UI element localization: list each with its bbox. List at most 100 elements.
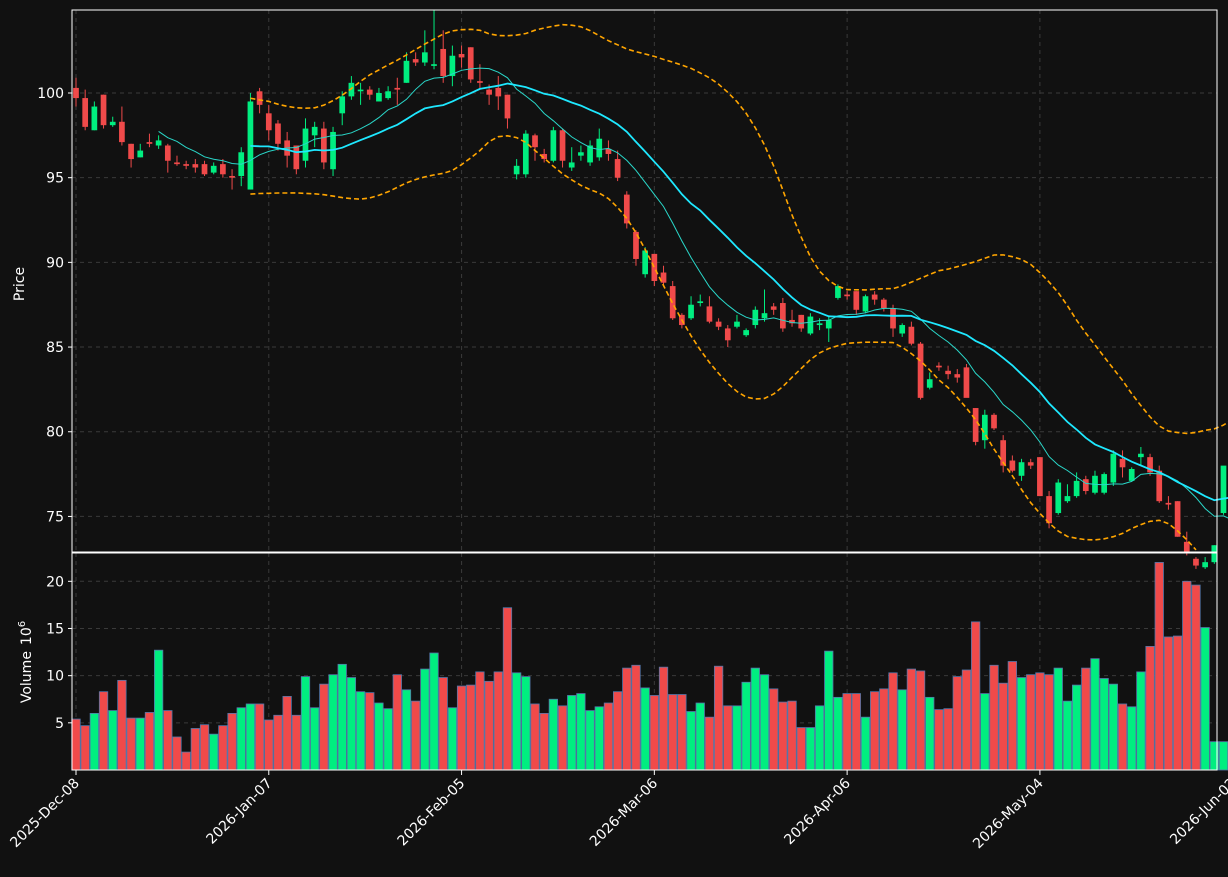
volume-label-base: 10	[19, 627, 35, 645]
candle-body	[220, 164, 226, 175]
candle-body	[1220, 465, 1227, 514]
volume-bar	[787, 700, 797, 771]
volume-axis-label: Volume 106	[17, 621, 35, 703]
volume-bar	[723, 705, 733, 771]
candle-body	[1018, 462, 1025, 476]
volume-bar	[1044, 674, 1054, 771]
volume-bar	[814, 705, 825, 771]
volume-bar	[631, 664, 641, 771]
candle-body	[458, 54, 465, 58]
volume-bar	[1117, 703, 1128, 771]
volume-bar	[952, 676, 962, 771]
volume-bar	[668, 694, 678, 771]
candle-body	[853, 291, 860, 310]
candle-body	[275, 123, 281, 144]
candle-body	[1082, 479, 1089, 492]
volume-bar	[695, 702, 705, 771]
candle-body	[128, 143, 134, 160]
candle-body	[532, 135, 538, 148]
volume-bar	[484, 680, 494, 771]
candle-body	[862, 296, 869, 312]
candle-body	[623, 194, 630, 224]
volume-bar	[971, 621, 981, 771]
volume-bar	[209, 733, 219, 771]
volume-bar	[218, 725, 228, 771]
candle-body	[1174, 501, 1181, 537]
candle-body	[495, 87, 502, 97]
fast-moving-average-line	[158, 67, 1228, 519]
volume-bar	[512, 672, 522, 771]
upper-band-line	[250, 23, 1228, 435]
volume-bar	[392, 674, 402, 771]
candle-body	[91, 106, 98, 131]
volume-bar	[117, 679, 127, 771]
candle-body	[486, 89, 492, 95]
candle-body	[780, 303, 786, 329]
volume-bar	[704, 716, 715, 771]
candle-body	[770, 306, 777, 310]
volume-bar	[759, 674, 770, 771]
volume-bar	[153, 649, 164, 771]
candle-body	[174, 162, 180, 165]
candle-body	[412, 59, 419, 63]
volume-bar	[401, 689, 412, 771]
candle-body	[183, 164, 190, 166]
candle-body	[1055, 482, 1062, 514]
volume-bar	[273, 714, 283, 771]
candle-body	[1119, 458, 1126, 468]
candle-body	[100, 94, 107, 126]
volume-bar	[254, 703, 265, 771]
volume-tick-label: 15	[46, 621, 64, 637]
candle-body	[578, 152, 584, 156]
volume-bar	[576, 693, 586, 771]
candle-body	[73, 87, 79, 99]
candle-body	[688, 304, 694, 319]
candle-body	[715, 321, 722, 327]
candle-body	[945, 370, 951, 375]
volume-bar	[328, 674, 338, 771]
candle-body	[376, 92, 382, 102]
candle-body	[293, 145, 300, 170]
candle-body	[339, 96, 346, 114]
volume-bar	[1218, 741, 1228, 771]
volume-bar	[521, 676, 531, 771]
candle-body	[899, 325, 906, 334]
candle-body	[1064, 496, 1071, 502]
volume-bar	[163, 710, 173, 771]
candle-body	[302, 128, 309, 161]
volume-bar	[796, 727, 806, 771]
candle-body	[844, 294, 850, 297]
candle-body	[449, 55, 456, 77]
candle-body	[477, 81, 483, 83]
volume-bar	[181, 751, 191, 771]
price-tick-label: 80	[46, 425, 64, 441]
volume-bar	[1071, 684, 1082, 771]
candle-body	[164, 145, 171, 161]
candle-body	[587, 145, 593, 163]
volume-bar	[833, 696, 843, 771]
volume-bar	[199, 724, 210, 771]
indicator-overlays	[158, 23, 1228, 551]
candle-body	[743, 330, 749, 336]
volume-bar	[355, 691, 366, 771]
candle-body	[1110, 453, 1117, 483]
volume-bar	[750, 667, 760, 771]
candle-body	[348, 82, 355, 97]
candle-body	[798, 314, 805, 329]
volume-bar	[1154, 562, 1164, 771]
volume-bar	[824, 650, 834, 771]
volume-bar	[713, 665, 724, 771]
candle-body	[1027, 462, 1034, 466]
candle-body	[146, 142, 153, 144]
candle-body	[614, 159, 621, 178]
candle-body	[1193, 558, 1199, 566]
candle-body	[1037, 457, 1043, 497]
candle-body	[1073, 480, 1080, 497]
volume-bar	[530, 703, 540, 771]
volume-bar	[282, 696, 292, 771]
volume-bar	[658, 666, 669, 771]
volume-bar	[943, 708, 953, 771]
candle-body	[229, 175, 235, 178]
